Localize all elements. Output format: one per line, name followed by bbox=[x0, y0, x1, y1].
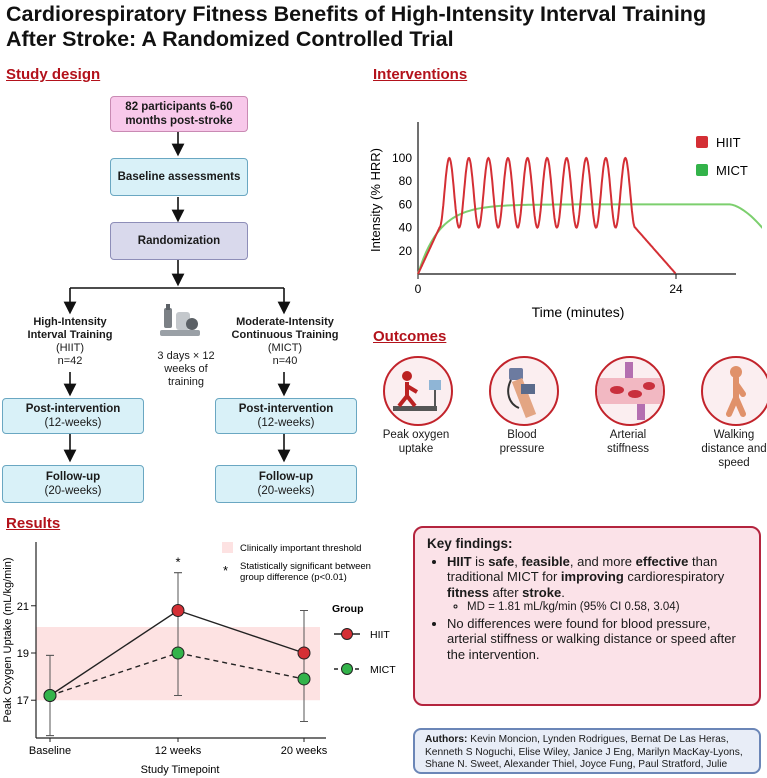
treadmill-icon bbox=[383, 356, 453, 426]
training-schedule: 3 days × 12 weeks of training bbox=[157, 350, 215, 388]
outcome-label-arterial-stiffness: Arterial stiffness bbox=[607, 429, 649, 455]
mict-post-intervention-box: Post-intervention (12-weeks) bbox=[215, 398, 357, 434]
mict-legend-marker bbox=[341, 663, 353, 675]
authors-panel: Authors: Kevin Moncion, Lynden Rodrigues… bbox=[413, 728, 761, 774]
randomization-box: Randomization bbox=[110, 222, 248, 260]
flow-arrows bbox=[63, 131, 291, 463]
interventions-xtick: 24 bbox=[669, 282, 683, 296]
mict-legend-label: MICT bbox=[716, 163, 748, 178]
blood-pressure-cuff-icon bbox=[489, 356, 559, 426]
hiit-follow-up-box: Follow-up (20-weeks) bbox=[2, 465, 144, 503]
results-xtick: Baseline bbox=[29, 745, 71, 757]
outcome-label-walking: Walking distance and speed bbox=[701, 429, 767, 469]
interventions-ytick: 20 bbox=[399, 244, 413, 258]
authors-label: Authors: bbox=[425, 734, 468, 745]
hiit-legend-label: HIIT bbox=[716, 135, 741, 150]
significance-legend-label: Statistically significant between group d… bbox=[240, 561, 371, 583]
mict-legend-swatch bbox=[696, 164, 708, 176]
outcome-label-blood-pressure: Blood pressure bbox=[499, 429, 545, 455]
key-finding-2: No differences were found for blood pres… bbox=[447, 616, 747, 663]
results-xtick: 20 weeks bbox=[281, 745, 328, 757]
significance-mark: * bbox=[175, 555, 180, 570]
threshold-legend-label: Clinically important threshold bbox=[240, 543, 361, 554]
results-ytick: 21 bbox=[17, 601, 29, 613]
key-finding-md: MD = 1.81 mL/kg/min (95% CI 0.58, 3.04) bbox=[467, 600, 747, 616]
hiit-intensity-line bbox=[417, 156, 677, 275]
threshold-legend-swatch bbox=[222, 542, 233, 553]
interventions-ytick: 80 bbox=[399, 174, 413, 188]
mict-point bbox=[43, 688, 57, 702]
outcome-label-peak-oxygen: Peak oxygen uptake bbox=[382, 429, 450, 455]
results-xtick: 12 weeks bbox=[155, 745, 202, 757]
page-title: Cardiorespiratory Fitness Benefits of Hi… bbox=[6, 2, 707, 51]
mict-point bbox=[171, 646, 185, 660]
results-xlabel: Study Timepoint bbox=[141, 764, 220, 776]
results-ytick: 19 bbox=[17, 648, 29, 660]
exercise-machine-icon bbox=[160, 304, 200, 336]
interventions-ylabel: Intensity (% HRR) bbox=[368, 148, 383, 252]
interventions-xlabel: Time (minutes) bbox=[532, 304, 625, 320]
baseline-box: Baseline assessments bbox=[110, 158, 248, 196]
significance-legend-mark: * bbox=[223, 563, 228, 578]
outcomes-heading: Outcomes bbox=[373, 328, 447, 345]
artery-icon bbox=[595, 356, 665, 426]
group-legend-title: Group bbox=[332, 603, 364, 615]
participants-box: 82 participants 6-60 months post-stroke bbox=[110, 96, 248, 132]
interventions-ytick: 100 bbox=[392, 151, 412, 165]
key-finding-1: HIIT is safe, feasible, and more effecti… bbox=[447, 554, 747, 601]
hiit-post-intervention-box: Post-intervention (12-weeks) bbox=[2, 398, 144, 434]
hiit-point bbox=[171, 603, 185, 617]
study-design-heading: Study design bbox=[6, 66, 101, 83]
interventions-xtick: 0 bbox=[415, 282, 422, 296]
hiit-legend-swatch bbox=[696, 136, 708, 148]
hiit-legend-marker bbox=[341, 628, 353, 640]
results-heading: Results bbox=[6, 515, 61, 532]
results-chart: 17 19 21 Baseline 12 weeks 20 weeks Peak Oxy… bbox=[2, 542, 396, 776]
authors-names: Kevin Moncion, Lynden Rodrigues, Bernat … bbox=[425, 734, 743, 772]
interventions-ytick: 40 bbox=[399, 221, 413, 235]
hiit-group-legend: HIIT bbox=[370, 629, 390, 641]
mict-series-line bbox=[49, 652, 305, 697]
interventions-chart: Intensity (% HRR) Time (minutes) 20 40 60 8… bbox=[368, 122, 762, 320]
mict-intensity-line bbox=[417, 203, 762, 275]
hiit-arm-label: High-Intensity Interval Training (HIIT) … bbox=[27, 316, 113, 367]
key-findings-panel: Key findings: HIIT is safe, feasible, an… bbox=[413, 526, 761, 706]
mict-point bbox=[297, 672, 311, 686]
results-ytick: 17 bbox=[17, 695, 29, 707]
walking-person-icon bbox=[701, 356, 767, 426]
mict-arm-label: Moderate-Intensity Continuous Training (… bbox=[231, 316, 339, 367]
interventions-ytick: 60 bbox=[399, 197, 413, 211]
mict-follow-up-box: Follow-up (20-weeks) bbox=[215, 465, 357, 503]
hiit-point bbox=[297, 646, 311, 660]
interventions-heading: Interventions bbox=[373, 66, 468, 83]
key-findings-heading: Key findings: bbox=[427, 536, 513, 551]
mict-group-legend: MICT bbox=[370, 664, 396, 676]
results-ylabel: Peak Oxygen Uptake (mL/kg/min) bbox=[2, 557, 14, 722]
